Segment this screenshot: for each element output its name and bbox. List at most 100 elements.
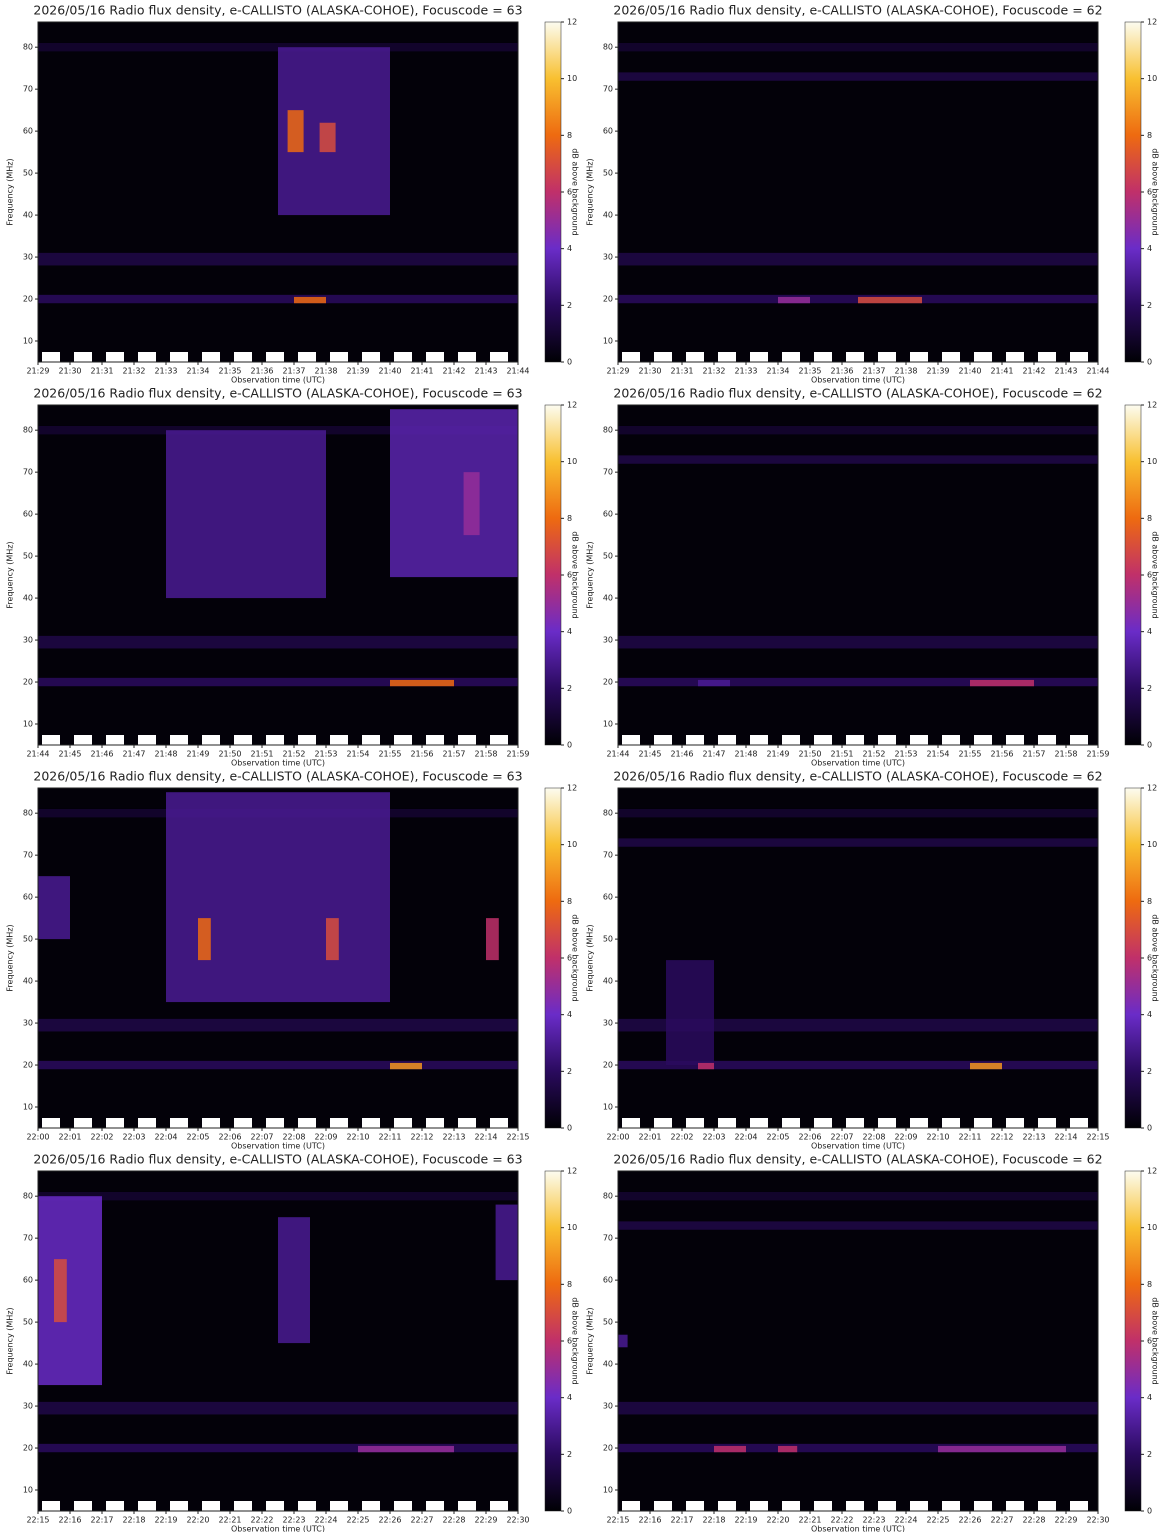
time-marker (394, 1118, 412, 1128)
emission (618, 635, 1098, 649)
time-marker (1038, 735, 1056, 745)
x-tick-label: 21:56 (410, 750, 433, 759)
x-tick-label: 21:44 (1086, 367, 1109, 376)
emission (166, 792, 390, 1003)
time-marker (686, 1118, 704, 1128)
colorbar-tick-label: 2 (1147, 684, 1152, 693)
x-tick-label: 21:47 (122, 750, 145, 759)
x-tick-label: 21:33 (154, 367, 177, 376)
x-tick-label: 21:48 (734, 750, 757, 759)
colorbar-tick-label: 12 (1147, 18, 1157, 27)
x-tick-label: 22:27 (990, 1516, 1013, 1525)
colorbar-tick-label: 4 (1147, 627, 1152, 636)
chart-title: 2026/05/16 Radio flux density, e-CALLIST… (33, 386, 522, 401)
x-tick-label: 21:48 (154, 750, 177, 759)
y-tick-label: 10 (23, 337, 33, 346)
emission (390, 409, 518, 578)
y-tick-label: 60 (603, 127, 613, 136)
plot-frame (37, 787, 519, 1129)
emission (486, 918, 499, 961)
y-tick-label: 50 (23, 1318, 33, 1327)
colorbar-tick-label: 12 (567, 401, 577, 410)
y-tick-label: 70 (23, 85, 33, 94)
time-marker (846, 735, 864, 745)
time-marker (910, 352, 928, 362)
emission (618, 1060, 1098, 1070)
colorbar-tick-label: 10 (1147, 74, 1157, 83)
time-marker (266, 735, 284, 745)
y-tick-label: 60 (23, 510, 33, 519)
time-marker (74, 735, 92, 745)
time-marker (718, 1118, 736, 1128)
time-marker (1038, 1118, 1056, 1128)
x-tick-label: 22:25 (346, 1516, 369, 1525)
x-tick-label: 22:23 (862, 1516, 885, 1525)
colorbar-tick-label: 10 (1147, 840, 1157, 849)
time-marker (458, 1501, 476, 1511)
colorbar-tick-label: 0 (1147, 741, 1152, 750)
emission (38, 1196, 102, 1386)
x-tick-label: 22:25 (926, 1516, 949, 1525)
time-marker (426, 1118, 444, 1128)
time-marker (718, 1501, 736, 1511)
colorbar-tick-label: 4 (1147, 1010, 1152, 1019)
time-marker (910, 735, 928, 745)
time-marker (974, 352, 992, 362)
time-marker (362, 1501, 380, 1511)
time-marker (878, 735, 896, 745)
time-marker (298, 1118, 316, 1128)
colorbar-tick-label: 10 (1147, 1223, 1157, 1232)
colorbar-tick-label: 12 (1147, 784, 1157, 793)
x-tick-label: 21:44 (606, 750, 629, 759)
x-tick-label: 21:35 (218, 367, 241, 376)
time-marker (622, 1501, 640, 1511)
time-marker (266, 1118, 284, 1128)
x-tick-label: 21:36 (250, 367, 273, 376)
colorbar (1124, 1170, 1142, 1512)
colorbar-tick-label: 6 (1147, 954, 1152, 963)
y-tick-label: 80 (603, 426, 613, 435)
time-marker (138, 735, 156, 745)
emission (326, 918, 339, 961)
time-marker (846, 1118, 864, 1128)
time-marker (298, 352, 316, 362)
x-tick-label: 22:29 (1054, 1516, 1077, 1525)
emission (390, 1062, 422, 1070)
y-tick-label: 20 (23, 1444, 33, 1453)
chart-title: 2026/05/16 Radio flux density, e-CALLIST… (613, 386, 1102, 401)
x-axis-label: Observation time (UTC) (811, 1142, 905, 1151)
colorbar-tick-label: 0 (1147, 1124, 1152, 1133)
plot-frame (617, 1170, 1099, 1512)
time-marker (782, 352, 800, 362)
x-tick-label: 21:31 (90, 367, 113, 376)
x-tick-label: 22:22 (250, 1516, 273, 1525)
colorbar-tick-label: 2 (567, 1450, 572, 1459)
x-axis-label: Observation time (UTC) (231, 1142, 325, 1151)
colorbar-tick-label: 4 (567, 244, 572, 253)
x-tick-label: 22:07 (250, 1133, 273, 1142)
x-tick-label: 21:55 (378, 750, 401, 759)
emission (618, 252, 1098, 266)
x-tick-label: 21:54 (926, 750, 949, 759)
y-tick-label: 10 (603, 1486, 613, 1495)
x-tick-label: 21:55 (958, 750, 981, 759)
chart-title: 2026/05/16 Radio flux density, e-CALLIST… (33, 769, 522, 784)
y-tick-label: 20 (23, 295, 33, 304)
colorbar-tick-label: 12 (567, 1167, 577, 1176)
x-tick-label: 22:05 (186, 1133, 209, 1142)
x-tick-label: 22:11 (378, 1133, 401, 1142)
x-tick-label: 22:21 (798, 1516, 821, 1525)
x-tick-label: 21:40 (378, 367, 401, 376)
y-tick-label: 80 (23, 43, 33, 52)
x-tick-label: 21:30 (638, 367, 661, 376)
x-tick-label: 22:08 (282, 1133, 305, 1142)
colorbar-tick-label: 4 (567, 627, 572, 636)
y-tick-label: 20 (23, 678, 33, 687)
colorbar (1124, 404, 1142, 746)
y-axis-label: Frequency (MHz) (6, 541, 15, 608)
x-tick-label: 22:03 (702, 1133, 725, 1142)
y-tick-label: 70 (23, 468, 33, 477)
y-axis-label: Frequency (MHz) (586, 541, 595, 608)
y-tick-label: 70 (603, 85, 613, 94)
time-marker (1006, 1501, 1024, 1511)
